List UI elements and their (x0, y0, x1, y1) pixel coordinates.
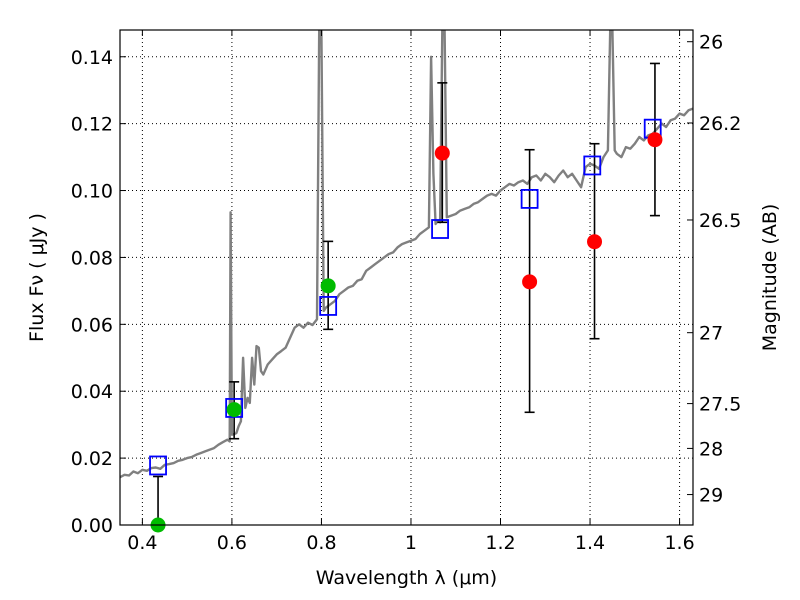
plot-frame (119, 29, 694, 526)
y-right-tick-label: 28 (699, 438, 723, 460)
x-tick-label: 1.4 (575, 532, 605, 554)
model-bandpass-square (431, 219, 449, 239)
y-tick-label: 0.08 (71, 247, 113, 269)
y-tick-label: 0.12 (71, 114, 113, 136)
y-tick-label: 0.04 (71, 381, 113, 403)
observed-flux-point (226, 402, 242, 418)
y-right-tick-label: 26.2 (699, 113, 741, 135)
x-tick-label: 0.8 (306, 532, 336, 554)
model-bandpass-square (149, 455, 167, 476)
y-right-tick-label: 27 (699, 323, 723, 345)
y-right-tick-label: 26 (699, 32, 723, 54)
plot-area (120, 30, 693, 479)
y-tick-label: 0.02 (71, 448, 113, 470)
observed-flux-point (587, 234, 603, 250)
x-tick-label: 1.2 (485, 532, 515, 554)
markers (149, 62, 663, 533)
y-tick-label: 0.10 (71, 181, 113, 203)
observed-flux-point (522, 274, 538, 290)
x-tick-label: 1 (405, 532, 417, 554)
ticks: 0.4 0.6 0.8 1 1.2 1.4 1.6 0.00 0.02 0.04 0.06 0.08 0… (71, 30, 741, 554)
y-tick-label: 0.00 (71, 515, 113, 537)
x-tick-label: 0.4 (127, 532, 157, 554)
model-bandpass-square (583, 155, 602, 176)
y-tick-label: 0.06 (71, 314, 113, 336)
x-tick-label: 1.6 (664, 532, 694, 554)
y-tick-label: 0.14 (71, 47, 113, 69)
x-tick-label: 0.6 (217, 532, 247, 554)
observed-flux-point (647, 132, 663, 148)
y-axis-label: Flux Fν ( μJy ) (26, 213, 48, 342)
y-right-tick-label: 27.5 (699, 394, 741, 416)
observed-flux-point (320, 278, 336, 294)
grid-lines (120, 30, 693, 526)
model-bandpass-square (319, 296, 338, 316)
y-right-tick-label: 26.5 (699, 210, 741, 232)
model-spectrum-line (120, 30, 693, 479)
model-bandpass-square (520, 189, 539, 209)
x-axis-label: Wavelength λ (μm) (316, 567, 497, 589)
observed-flux-point (434, 145, 450, 161)
y-axis-right-label: Magnitude (AB) (759, 204, 781, 352)
y-right-tick-label: 29 (699, 485, 723, 507)
